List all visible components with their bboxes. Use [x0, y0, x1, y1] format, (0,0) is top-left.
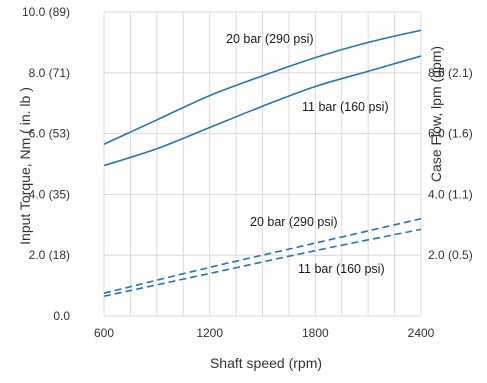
y-axis-title: Input Torque, Nm ( in. lb ) — [17, 87, 33, 245]
x-tick-label: 2400 — [408, 326, 435, 340]
grid — [103, 11, 422, 317]
series-labels: 20 bar (290 psi) 11 bar (160 psi) 20 bar (… — [226, 32, 389, 276]
series-line-flow-11bar — [103, 228, 422, 298]
y2-tick-label: 8.0 (2.1) — [428, 66, 473, 80]
x-tick-label: 1200 — [196, 326, 223, 340]
y-tick-label: 0.0 — [53, 309, 70, 323]
y-tick-label: 10.0 (89) — [22, 5, 70, 19]
y-tick-label: 2.0 (18) — [29, 248, 70, 262]
x-tick-label: 600 — [94, 326, 114, 340]
x-axis-title: Shaft speed (rpm) — [210, 355, 322, 371]
series-line-torque-11bar — [103, 55, 422, 167]
y2-tick-label: 6.0 (1.6) — [428, 127, 473, 141]
series-label: 20 bar (290 psi) — [226, 32, 314, 46]
series-lines — [103, 29, 422, 298]
y2-tick-label: 2.0 (0.5) — [428, 248, 473, 262]
y-tick-label: 4.0 (35) — [29, 187, 70, 201]
y-tick-label: 6.0 (53) — [29, 127, 70, 141]
y2-tick-label: 4.0 (1.1) — [428, 187, 473, 201]
y2-axis-title: Case Flow, lpm (gpm) — [428, 46, 444, 182]
series-line-flow-20bar — [103, 217, 422, 294]
x-tick-label: 1800 — [302, 326, 329, 340]
series-label: 20 bar (290 psi) — [250, 215, 338, 229]
series-line-torque-20bar — [103, 29, 422, 145]
y-tick-label: 8.0 (71) — [29, 66, 70, 80]
series-label: 11 bar (160 psi) — [302, 100, 389, 114]
tick-labels: 0.0 2.0 (18) 4.0 (35) 6.0 (53) 8.0 (71) 10.0 … — [22, 5, 473, 340]
series-label: 11 bar (160 psi) — [298, 262, 385, 276]
